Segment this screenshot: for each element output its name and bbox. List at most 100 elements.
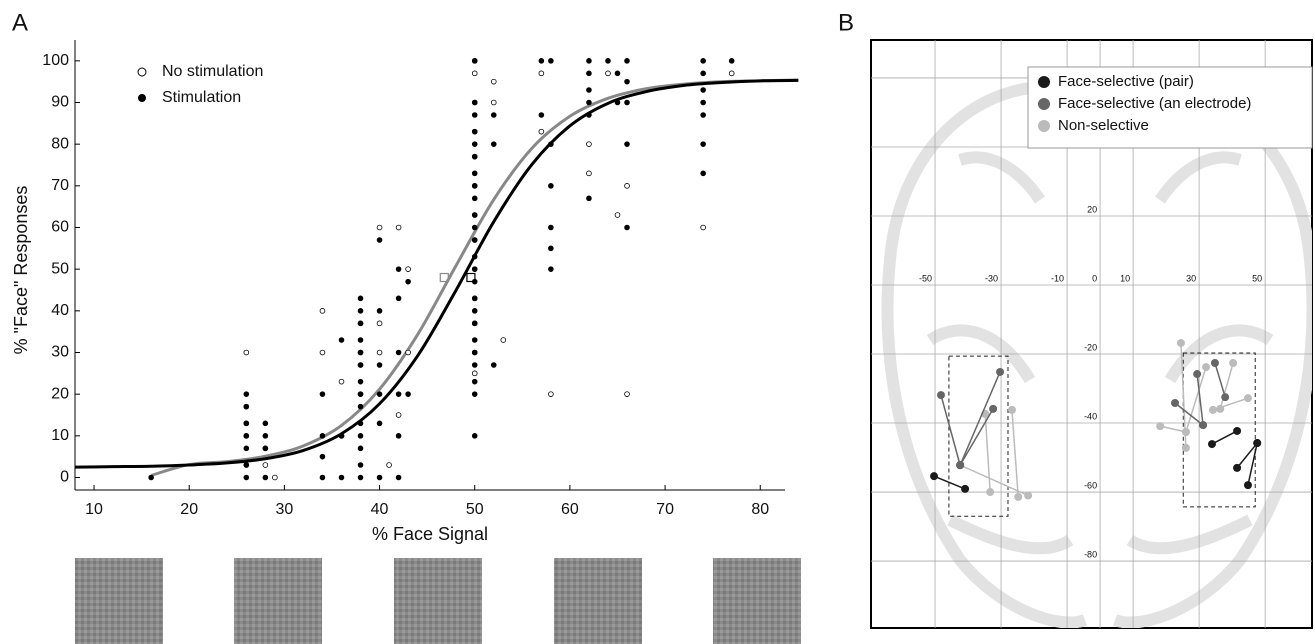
electrode-link	[1236, 442, 1258, 469]
electrode-link	[933, 475, 966, 490]
stimulus-images	[75, 558, 801, 644]
electrode	[1181, 443, 1190, 452]
data-point	[319, 474, 326, 481]
y-tick-label: 20	[51, 385, 69, 402]
data-point	[319, 349, 326, 356]
data-point	[548, 266, 554, 272]
data-point	[405, 278, 411, 285]
data-point	[538, 70, 545, 77]
data-point	[357, 308, 364, 314]
data-point	[338, 433, 345, 439]
electrode	[1171, 399, 1180, 408]
legend-marker	[1038, 120, 1050, 132]
electrode-link	[959, 371, 1001, 466]
data-point	[243, 349, 250, 356]
electrode	[956, 461, 965, 470]
data-point	[395, 474, 402, 481]
electrode	[1202, 363, 1211, 372]
data-point	[471, 112, 478, 118]
y-tick-label: 60	[51, 219, 69, 236]
data-point	[243, 433, 250, 439]
y-tick-label: 20	[1087, 204, 1097, 214]
y-axis-label: % "Face" Responses	[11, 186, 31, 355]
data-point	[376, 237, 383, 243]
electrode-link	[1219, 362, 1234, 410]
data-point	[395, 349, 402, 356]
data-point	[357, 349, 364, 356]
electrode	[1007, 405, 1016, 414]
data-point	[262, 420, 269, 427]
electrode	[1207, 440, 1216, 449]
data-point	[500, 337, 507, 343]
x-tick-label: 40	[371, 501, 389, 518]
data-point	[624, 224, 630, 231]
data-point	[471, 237, 478, 243]
data-point	[395, 412, 402, 418]
data-point	[624, 141, 630, 147]
legend-marker	[137, 67, 147, 77]
x-tick-label: 30	[275, 501, 293, 518]
data-point	[471, 308, 478, 314]
data-point	[471, 253, 478, 260]
x-axis-label: % Face Signal	[372, 524, 488, 544]
data-point	[357, 362, 364, 368]
data-point	[376, 308, 383, 314]
data-point	[490, 112, 497, 118]
electrode-link	[1247, 442, 1258, 486]
electrode	[1221, 393, 1230, 402]
x-tick-label: 50	[1252, 273, 1262, 283]
data-point	[624, 99, 630, 106]
data-point	[614, 212, 621, 218]
x-tick-label: 80	[751, 501, 769, 518]
electrode	[1208, 405, 1217, 414]
electrode	[1233, 463, 1242, 472]
data-point	[624, 183, 630, 189]
electrode	[1181, 428, 1190, 436]
data-point	[148, 474, 154, 481]
data-point	[471, 170, 478, 177]
legend-label: Non-selective	[1058, 117, 1149, 134]
data-point	[490, 78, 497, 85]
data-point	[586, 87, 592, 93]
roi-box	[948, 355, 1009, 517]
y-tick-label: -40	[1084, 411, 1097, 421]
data-point	[243, 391, 250, 397]
data-point	[471, 224, 478, 231]
x-tick-label: 10	[1120, 273, 1130, 283]
data-point	[357, 433, 364, 439]
data-point	[405, 266, 411, 272]
data-point	[471, 153, 478, 160]
legend-label: Face-selective (pair)	[1058, 73, 1194, 90]
data-point	[262, 445, 269, 452]
data-point	[338, 378, 345, 385]
legend-marker	[1038, 76, 1050, 88]
electrode	[961, 484, 970, 493]
x-tick-label: 20	[180, 501, 198, 518]
data-point	[490, 99, 497, 106]
legend-box	[1027, 66, 1313, 149]
data-point	[357, 445, 364, 452]
x-tick-label: 30	[1186, 273, 1196, 283]
electrode	[930, 472, 939, 481]
electrode	[996, 367, 1005, 376]
x-tick-label: -30	[985, 273, 998, 283]
data-point	[700, 141, 706, 147]
data-point	[405, 391, 411, 397]
data-point	[548, 183, 554, 189]
data-point	[471, 391, 478, 397]
data-point	[605, 58, 611, 64]
y-tick-label: -80	[1084, 549, 1097, 559]
y-tick-label: 80	[51, 135, 69, 152]
data-point	[243, 445, 250, 452]
x-tick-label: 70	[656, 501, 674, 518]
data-point	[471, 337, 478, 343]
electrode-link	[940, 394, 961, 466]
data-point	[319, 433, 326, 439]
stimulus-image	[554, 558, 642, 644]
data-point	[243, 420, 250, 427]
data-point	[471, 99, 478, 106]
electrode-link	[959, 464, 1029, 497]
data-point	[338, 337, 345, 343]
data-point	[700, 224, 706, 231]
panel-label: B	[838, 9, 854, 36]
